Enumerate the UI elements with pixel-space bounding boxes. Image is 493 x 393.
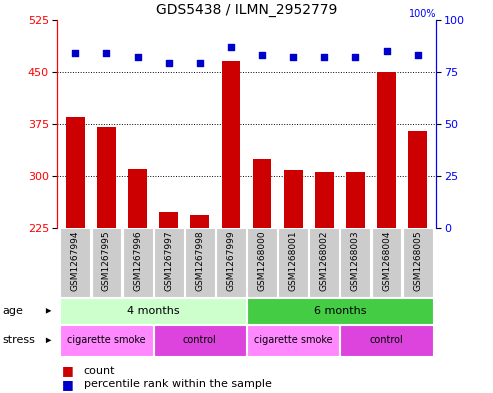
Bar	[123, 228, 152, 297]
Text: cigarette smoke: cigarette smoke	[67, 335, 146, 345]
Bar	[278, 228, 308, 297]
Bar	[247, 325, 339, 356]
Bar	[377, 72, 396, 228]
Point	[383, 48, 390, 54]
Bar	[154, 228, 184, 297]
Bar	[66, 117, 85, 228]
Point	[352, 54, 359, 60]
Bar	[61, 298, 246, 324]
Point	[227, 44, 235, 50]
Text: cigarette smoke: cigarette smoke	[254, 335, 332, 345]
Bar	[185, 228, 215, 297]
Text: percentile rank within the sample: percentile rank within the sample	[84, 379, 272, 389]
Point	[103, 50, 110, 56]
Bar	[222, 61, 240, 228]
Bar	[284, 170, 303, 228]
Text: 6 months: 6 months	[314, 306, 366, 316]
Bar	[61, 325, 152, 356]
Bar	[247, 298, 432, 324]
Text: GSM1267995: GSM1267995	[102, 230, 111, 291]
Point	[289, 54, 297, 60]
Text: GSM1268005: GSM1268005	[413, 230, 422, 291]
Point	[165, 60, 173, 66]
Title: GDS5438 / ILMN_2952779: GDS5438 / ILMN_2952779	[156, 3, 337, 17]
Text: GSM1268001: GSM1268001	[289, 230, 298, 291]
Text: control: control	[183, 335, 217, 345]
Bar	[315, 173, 334, 228]
Point	[196, 60, 204, 66]
Point	[134, 54, 141, 60]
Text: GSM1267996: GSM1267996	[133, 230, 142, 291]
Text: GSM1268004: GSM1268004	[382, 230, 391, 290]
Text: control: control	[370, 335, 403, 345]
Bar	[159, 212, 178, 228]
Bar	[346, 173, 365, 228]
Bar	[247, 228, 277, 297]
Point	[320, 54, 328, 60]
Text: 100%: 100%	[409, 9, 436, 18]
Bar	[403, 228, 432, 297]
Text: GSM1267994: GSM1267994	[71, 230, 80, 290]
Text: ■: ■	[62, 378, 73, 391]
Bar	[97, 127, 116, 228]
Bar	[128, 169, 147, 228]
Text: 4 months: 4 months	[127, 306, 179, 316]
Text: GSM1267999: GSM1267999	[226, 230, 236, 291]
Text: GSM1268000: GSM1268000	[257, 230, 267, 291]
Bar	[253, 158, 271, 228]
Bar	[341, 325, 432, 356]
Bar	[341, 228, 370, 297]
Text: age: age	[2, 306, 23, 316]
Bar	[408, 131, 427, 228]
Text: stress: stress	[2, 335, 35, 345]
Text: GSM1268002: GSM1268002	[320, 230, 329, 290]
Text: GSM1267997: GSM1267997	[164, 230, 173, 291]
Bar	[154, 325, 246, 356]
Text: GSM1268003: GSM1268003	[351, 230, 360, 291]
Text: count: count	[84, 365, 115, 376]
Bar	[309, 228, 339, 297]
Bar	[190, 215, 209, 228]
Point	[71, 50, 79, 56]
Bar	[372, 228, 401, 297]
Bar	[61, 228, 90, 297]
Point	[258, 52, 266, 58]
Text: GSM1267998: GSM1267998	[195, 230, 204, 291]
Point	[414, 52, 422, 58]
Bar	[216, 228, 246, 297]
Bar	[92, 228, 121, 297]
Text: ■: ■	[62, 364, 73, 377]
